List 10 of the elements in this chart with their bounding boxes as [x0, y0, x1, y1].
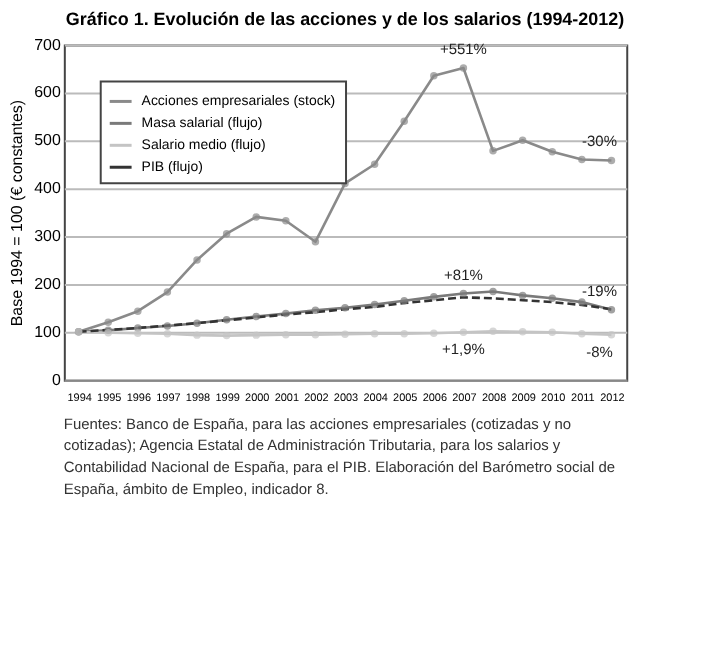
y-axis-title: Base 1994 = 100 (€ constantes)	[8, 99, 27, 327]
y-tick-label: 300	[34, 227, 62, 246]
y-tick-label: 500	[34, 131, 62, 150]
y-tick-label: 600	[34, 83, 62, 102]
y-tick-label: 700	[34, 35, 62, 54]
chart-title: Gráfico 1. Evolución de las acciones y de los salarios (1994-2012)	[65, 8, 625, 29]
y-tick-label: 200	[34, 274, 62, 293]
y-tick-label: 400	[34, 179, 62, 198]
y-tick-label: 100	[34, 322, 62, 341]
y-tick-label: 0	[51, 370, 62, 389]
